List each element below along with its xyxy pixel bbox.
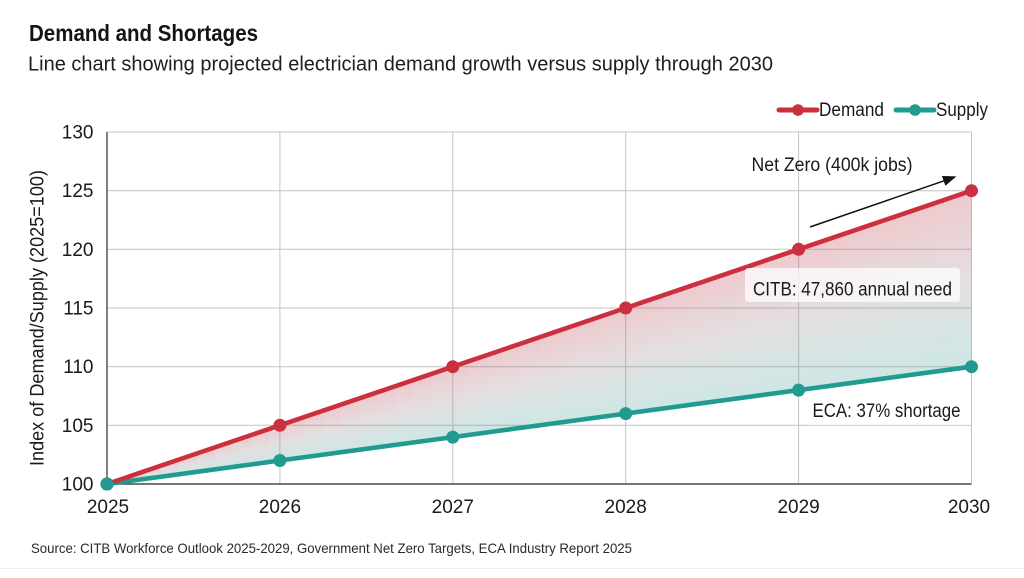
svg-text:2028: 2028	[605, 497, 647, 518]
svg-text:Demand and Shortages: Demand and Shortages	[29, 20, 258, 46]
svg-text:2026: 2026	[259, 497, 301, 518]
svg-text:105: 105	[62, 416, 94, 437]
svg-text:120: 120	[62, 240, 94, 261]
svg-text:Supply: Supply	[936, 100, 988, 121]
svg-text:2025: 2025	[87, 497, 129, 518]
svg-text:110: 110	[63, 357, 93, 378]
svg-text:Source: CITB Workforce Outlook: Source: CITB Workforce Outlook 2025-2029…	[31, 540, 632, 556]
svg-text:ECA: 37% shortage: ECA: 37% shortage	[813, 401, 961, 422]
svg-text:2027: 2027	[432, 497, 474, 518]
svg-text:Line chart showing projected e: Line chart showing projected electrician…	[28, 53, 773, 76]
svg-text:130: 130	[62, 123, 94, 144]
svg-text:2030: 2030	[948, 497, 990, 518]
svg-text:125: 125	[62, 181, 94, 202]
svg-text:2029: 2029	[777, 497, 819, 518]
svg-text:100: 100	[62, 475, 94, 496]
svg-text:Demand: Demand	[819, 100, 884, 121]
svg-text:Net Zero (400k jobs): Net Zero (400k jobs)	[752, 154, 913, 176]
svg-text:CITB: 47,860 annual need: CITB: 47,860 annual need	[753, 280, 952, 301]
svg-text:115: 115	[63, 299, 93, 320]
svg-text:Index of Demand/Supply (2025=1: Index of Demand/Supply (2025=100)	[28, 170, 49, 466]
